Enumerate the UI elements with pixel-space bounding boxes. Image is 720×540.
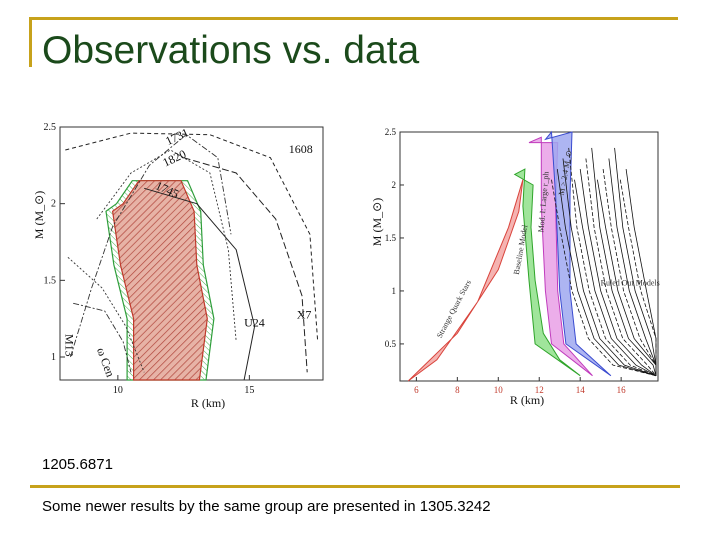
y-tick-label: 2 <box>51 199 56 210</box>
x-tick-label: 6 <box>414 385 419 395</box>
band-m-2-4-m- <box>544 130 612 377</box>
right-plot-frame <box>399 131 659 382</box>
ruled-out-curve <box>551 179 657 377</box>
ruled-out-curve <box>619 179 657 376</box>
y-tick-label: 1.5 <box>44 275 57 286</box>
constraint-contour <box>73 302 132 373</box>
left-ticks: 10 15 1 1.5 2 2.5 <box>44 122 255 396</box>
right-curves <box>551 147 657 377</box>
x-tick-label: 8 <box>455 385 460 395</box>
x-tick-label: 10 <box>494 385 504 395</box>
constraint-contour <box>67 256 145 373</box>
curve-label: M13 <box>62 334 76 357</box>
footer-rule <box>30 485 680 488</box>
y-tick-label: 2.5 <box>385 127 397 137</box>
ruled-out-curve <box>574 179 657 377</box>
curve-label: X7 <box>297 308 312 322</box>
ruled-out-curve <box>579 169 657 377</box>
x-tick-label: 12 <box>535 385 544 395</box>
curve-x7 <box>183 157 308 373</box>
right-ylabel: M (M_⊙) <box>370 198 384 246</box>
curve-label: U24 <box>244 315 265 329</box>
y-tick-label: 1 <box>392 286 397 296</box>
title-rule-left <box>29 17 32 67</box>
ruled-out-curve <box>585 158 657 376</box>
curve-u24 <box>144 187 256 381</box>
y-tick-label: 2.5 <box>44 122 57 133</box>
band-baseline-model <box>513 168 581 377</box>
left-xlabel: R (km) <box>191 396 225 410</box>
right-ticks: 6 8 10 12 14 16 0.5 1 1.5 2 2.5 <box>385 127 626 395</box>
region-label: Ruled Out Models <box>601 279 660 288</box>
ruled-out-curve <box>562 158 657 377</box>
right-bands <box>407 130 612 382</box>
constraint-contour <box>96 149 237 342</box>
left-curves <box>65 132 319 381</box>
left-ylabel: M (M_⊙) <box>33 191 46 239</box>
y-tick-label: 1 <box>51 352 56 363</box>
band-allowed-region <box>111 180 208 381</box>
right-xlabel: R (km) <box>510 393 544 407</box>
x-tick-label: 10 <box>113 385 123 396</box>
ruled-out-curve <box>625 169 657 376</box>
y-tick-label: 2 <box>392 180 397 190</box>
x-tick-label: 15 <box>244 385 254 396</box>
title-rule-top <box>30 17 678 20</box>
footnote-text: Some newer results by the same group are… <box>42 498 491 515</box>
reference-arxiv-id: 1205.6871 <box>42 456 113 473</box>
y-tick-label: 1.5 <box>385 233 397 243</box>
y-tick-label: 0.5 <box>385 339 397 349</box>
x-tick-label: 14 <box>576 385 586 395</box>
slide-title: Observations vs. data <box>42 29 420 72</box>
x-tick-label: 16 <box>617 385 627 395</box>
ruled-out-curve <box>568 147 657 377</box>
curve-1608 <box>65 132 319 342</box>
curve-label: 1608 <box>289 142 313 156</box>
ruled-out-curve <box>591 147 657 376</box>
ruled-out-curve <box>556 169 657 377</box>
left-bands <box>105 180 215 381</box>
constraint-contour <box>70 134 232 358</box>
